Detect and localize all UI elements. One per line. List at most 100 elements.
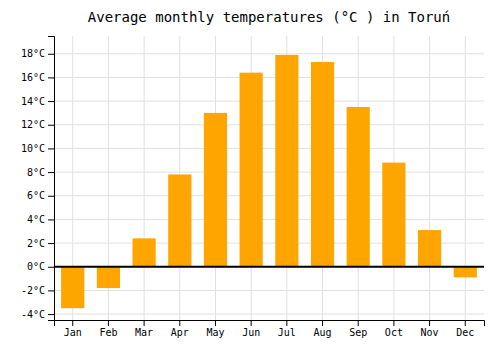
x-tick-label: May [206, 327, 224, 338]
grid-line-y [54, 290, 484, 291]
y-tick: 6°C [27, 190, 54, 201]
x-tick-mark [215, 320, 216, 326]
x-tick-label: Dec [456, 327, 474, 338]
grid-line-y [54, 101, 484, 102]
y-tick-mark [48, 101, 54, 102]
grid-line-y [54, 172, 484, 173]
y-tick-mark [48, 314, 54, 315]
bar [97, 267, 120, 288]
grid-line-y [54, 53, 484, 54]
grid-line-y [54, 77, 484, 78]
x-tick: Dec [456, 320, 474, 338]
y-tick-label: -4°C [21, 309, 45, 320]
y-tick: 0°C [27, 261, 54, 272]
bar [61, 267, 84, 308]
y-tick-mark [48, 54, 54, 55]
x-tick-mark [358, 320, 359, 326]
bar [454, 267, 477, 278]
x-tick-label: Nov [421, 327, 439, 338]
y-tick-label: 16°C [21, 72, 45, 83]
bar [168, 174, 191, 266]
grid-line-y [54, 266, 484, 267]
x-tick: Jul [278, 320, 296, 338]
y-tick: 4°C [27, 214, 54, 225]
x-tick: Oct [385, 320, 403, 338]
y-tick-label: 12°C [21, 119, 45, 130]
grid-line-x [429, 36, 430, 320]
y-tick-mark [48, 290, 54, 291]
y-tick: 2°C [27, 238, 54, 249]
x-tick-label: Sep [349, 327, 367, 338]
y-tick: 16°C [21, 72, 54, 83]
y-tick: 12°C [21, 119, 54, 130]
x-tick: Sep [349, 320, 367, 338]
plot: -4°C -2°C 0°C 2°C 4°C 6°C 8°C 10°C 12°C 14°C 16°C 1… [21, 36, 485, 338]
y-tick-mark [48, 172, 54, 173]
x-tick-mark [286, 320, 287, 326]
x-tick-mark [179, 320, 180, 326]
y-tick-mark [48, 77, 54, 78]
y-tick: 18°C [21, 48, 54, 59]
x-tick-mark [144, 320, 145, 326]
x-tick-mark [251, 320, 252, 326]
y-tick-label: 2°C [27, 238, 45, 249]
x-tick-mark [322, 320, 323, 326]
y-tick: -2°C [21, 285, 54, 296]
bar [240, 73, 263, 267]
x-tick: May [206, 320, 224, 338]
x-tick-mark [108, 320, 109, 326]
x-tick-label: Feb [99, 327, 117, 338]
x-tick-mark [393, 320, 394, 326]
x-tick: Nov [421, 320, 439, 338]
y-tick: 10°C [21, 143, 54, 154]
grid-line-y [54, 195, 484, 196]
x-tick: Jan [64, 320, 82, 338]
y-tick-mark [48, 148, 54, 149]
x-tick: Feb [99, 320, 117, 338]
x-tick-mark [465, 320, 466, 326]
x-tick: Mar [135, 320, 153, 338]
zero-line [54, 266, 484, 268]
x-tick-label: Oct [385, 327, 403, 338]
x-tick: Aug [313, 320, 331, 338]
x-tick-label: Jan [64, 327, 82, 338]
bar [133, 238, 156, 266]
y-tick-label: 4°C [27, 214, 45, 225]
y-tick-label: 18°C [21, 48, 45, 59]
bar [204, 113, 227, 267]
x-tick-label: Aug [313, 327, 331, 338]
y-tick-label: 6°C [27, 190, 45, 201]
x-axis: Jan Feb Mar Apr May Jun Jul Aug Sep Oct Nov Dec [55, 320, 485, 338]
y-tick-label: -2°C [21, 285, 45, 296]
y-axis-line [48, 37, 55, 321]
y-tick: 14°C [21, 96, 54, 107]
x-tick-mark [72, 320, 73, 326]
grid-line-y [54, 148, 484, 149]
y-tick-label: 0°C [27, 261, 45, 272]
y-axis: -4°C -2°C 0°C 2°C 4°C 6°C 8°C 10°C 12°C 14°C 16°C 1… [21, 37, 55, 321]
bar [311, 62, 334, 267]
bar [418, 230, 441, 267]
y-tick-mark [48, 267, 54, 268]
y-tick: 8°C [27, 167, 54, 178]
y-tick-label: 14°C [21, 96, 45, 107]
x-axis-line [55, 321, 485, 327]
bar [382, 163, 405, 267]
x-tick-mark [429, 320, 430, 326]
x-tick: Apr [171, 320, 189, 338]
grid-line-x [144, 36, 145, 320]
x-tick-label: Mar [135, 327, 153, 338]
y-tick-label: 8°C [27, 167, 45, 178]
chart: -4°C -2°C 0°C 2°C 4°C 6°C 8°C 10°C 12°C 14°C 16°C 1… [0, 0, 500, 350]
y-tick-mark [48, 243, 54, 244]
y-tick-mark [48, 219, 54, 220]
title: Average monthly temperatures (°C ) in To… [88, 9, 450, 25]
bar [275, 55, 298, 267]
bars [54, 55, 484, 308]
y-tick-mark [48, 125, 54, 126]
bar [347, 107, 370, 267]
y-tick-label: 10°C [21, 143, 45, 154]
x-tick-label: Jul [278, 327, 296, 338]
x-tick: Jun [242, 320, 260, 338]
x-tick-label: Apr [171, 327, 189, 338]
